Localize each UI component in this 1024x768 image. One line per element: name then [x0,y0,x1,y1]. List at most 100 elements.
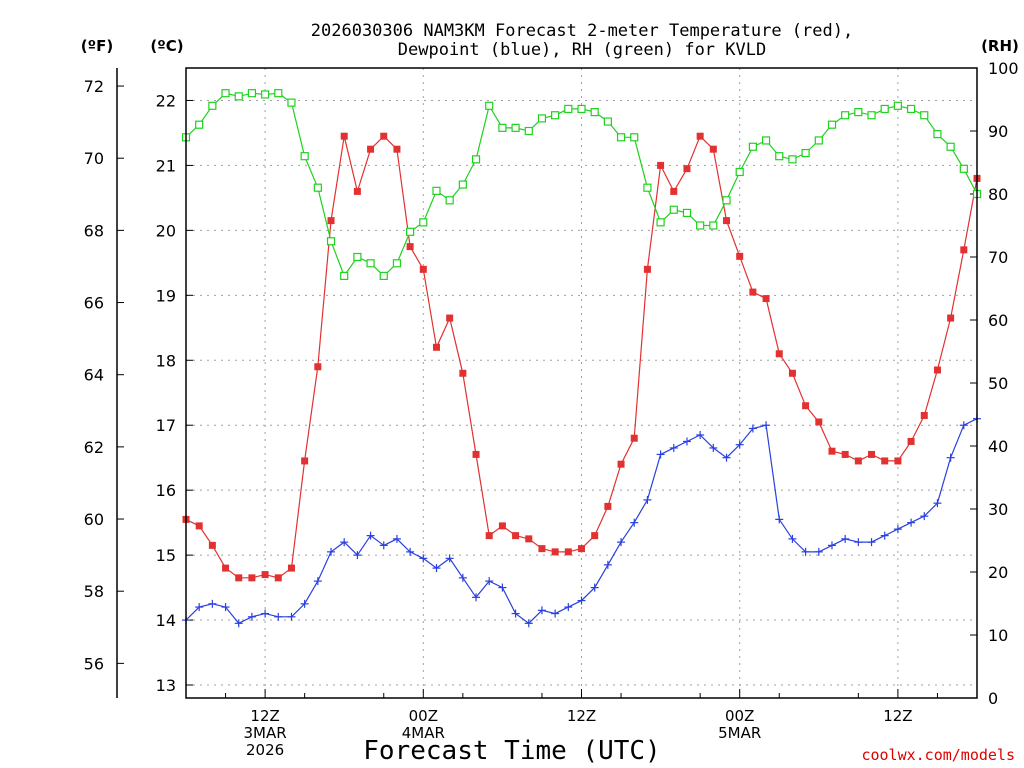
dewpoint-point [590,583,599,592]
rh-point [577,104,586,114]
rh-point [696,221,705,230]
temperature-point [327,217,335,225]
dewpoint-point [893,525,902,534]
temperature-point [406,243,414,251]
temperature-point [261,571,269,579]
grid-layer [186,68,977,698]
rh-point [234,92,243,101]
temperature-point [353,187,361,195]
dewpoint-point [419,554,428,563]
c-tick-label: 15 [156,546,176,565]
dewpoint-point [762,421,771,430]
f-tick-label: 60 [84,510,104,529]
rh-point [920,111,929,120]
chart-title-line-1: 2026030306 NAM3KM Forecast 2-meter Tempe… [311,21,853,41]
rh-point [208,101,217,110]
temperature-point [578,545,585,553]
rh-point [814,136,823,145]
temperature-point [551,548,559,556]
rh-tick-label: 10 [988,626,1008,645]
c-tick-label: 19 [156,286,176,305]
rh-point [485,101,494,110]
dewpoint-point [353,551,362,560]
temperature-point [736,252,744,260]
temperature-point [709,145,717,153]
rh-point [379,271,388,280]
rh-point [709,221,718,230]
temperature-point [485,532,493,540]
temperature-point [393,145,401,153]
dewpoint-point [195,603,204,612]
rh-point [261,90,270,99]
temperature-point [775,350,783,358]
temperature-point [208,541,216,549]
dewpoint-point [498,583,507,592]
temperature-point [287,564,295,572]
dewpoint-point [524,619,533,628]
rh-point [841,111,850,120]
rh-unit-label: (RH) [981,37,1019,55]
rh-point [946,142,955,151]
dewpoint-point [735,440,744,449]
rh-point [906,104,916,114]
temperature-point [432,343,440,351]
c-tick-label: 18 [156,351,176,370]
temperature-point [380,132,388,140]
temperature-point [854,457,862,465]
rh-point [498,123,507,132]
rh-point [933,130,942,139]
f-tick-label: 62 [84,438,104,457]
dewpoint-point [340,538,349,547]
f-tick-label: 64 [84,366,104,385]
dewpoint-point [854,538,863,547]
dewpoint-point [946,453,955,462]
temperature-point [617,460,625,468]
f-tick-label: 56 [84,654,104,673]
f-tick-label: 68 [84,221,104,240]
dewpoint-point [722,453,731,462]
temperature-point [314,363,322,371]
rh-point [603,117,612,126]
temperature-point [195,522,203,530]
dewpoint-point [827,541,836,550]
rh-point [406,227,415,236]
fahrenheit-axis: 56 58 60 62 64 66 68 70 72 [84,77,124,673]
dewpoint-point [511,609,520,618]
temperature-point [446,314,454,322]
rh-tick-label: 40 [988,437,1008,456]
f-tick-label: 70 [84,149,104,168]
celsius-axis: 13 14 15 16 17 18 19 20 21 22 [156,91,193,695]
rh-point [735,167,744,177]
rh-point [353,252,362,262]
dewpoint-point [313,577,322,586]
temperature-point [498,522,506,530]
rh-point [788,155,797,164]
x-tick-label: 3MAR [244,724,287,742]
dewpoint-point [537,606,546,615]
dewpoint-point [933,499,942,508]
dewpoint-point [458,573,467,582]
temperature-point [525,535,533,543]
f-tick-label: 66 [84,294,104,313]
dewpoint-point [630,518,639,527]
temperature-point [512,532,520,540]
dewpoint-point [327,547,336,556]
x-tick-label: 2026 [246,741,284,759]
rh-point [274,89,283,98]
dewpoint-point [432,564,441,573]
dewpoint-point [247,612,256,621]
rh-point [195,120,204,129]
temperature-point [657,161,665,169]
c-tick-label: 21 [156,156,176,175]
dewpoint-point [682,437,691,446]
dewpoint-point [814,547,823,556]
temperature-point [472,450,480,458]
temperature-point [723,217,731,225]
rh-point [392,259,402,268]
rh-point [524,126,533,136]
fahrenheit-unit-label: (ºF) [81,37,113,55]
dewpoint-point [841,534,850,543]
rh-point [656,218,665,227]
temperature-point [591,532,599,540]
